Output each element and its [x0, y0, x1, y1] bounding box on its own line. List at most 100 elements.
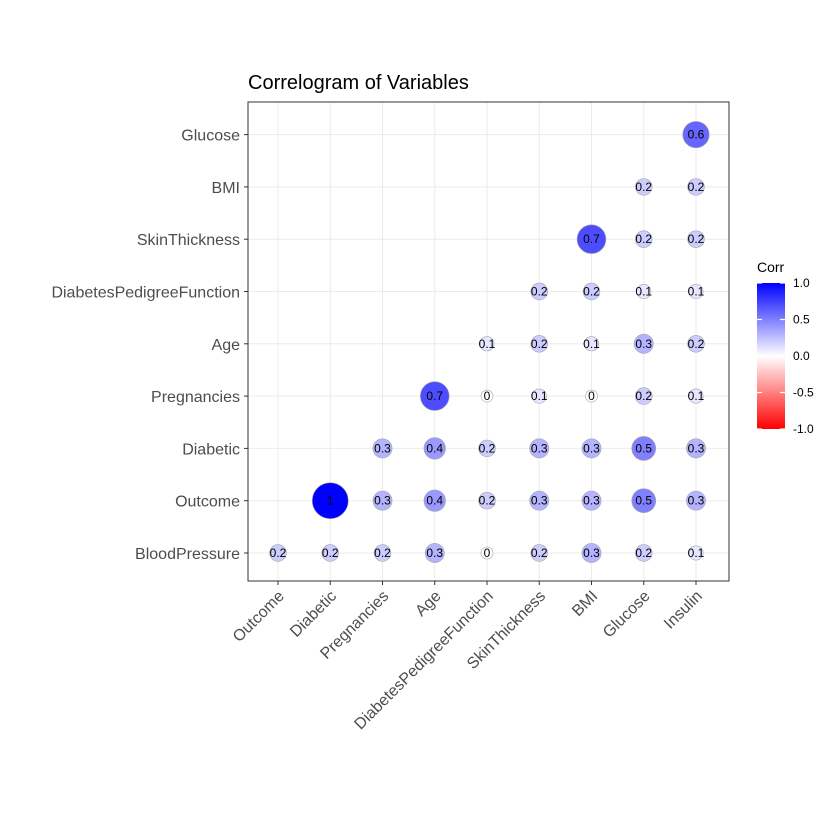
corr-circle	[687, 335, 705, 353]
y-tick-label: Outcome	[175, 494, 240, 511]
cells-layer: 0.2 0.2 0.2 0.3 0 0.2 0.3 0.2 0.1 1 0.3 0.4 0.2 0.3 0.…	[269, 121, 710, 563]
corr-circle	[321, 544, 339, 562]
color-legend: Corr 1.0 0.5 0.0 -0.5 -1.0	[757, 259, 814, 436]
corr-circle	[582, 282, 601, 301]
corr-circle	[631, 436, 657, 461]
corr-circle	[480, 546, 494, 560]
y-tick-label: DiabetesPedigreeFunction	[51, 285, 240, 302]
corr-value-label: 0.2	[635, 232, 652, 246]
corr-circle	[581, 543, 602, 563]
corr-circle	[688, 545, 704, 561]
corr-value-label: 0.2	[688, 337, 705, 351]
corr-circle	[424, 543, 445, 563]
corr-circle	[529, 438, 550, 459]
corr-circle	[531, 388, 547, 404]
corr-value-label: 0	[484, 389, 491, 403]
corr-circle	[479, 336, 495, 352]
corr-value-label: 0.5	[635, 441, 652, 455]
corr-circle	[687, 178, 705, 196]
corr-value-label: 0.2	[688, 180, 705, 194]
corr-value-label: 0.3	[635, 337, 652, 351]
corr-value-label: 0.2	[479, 494, 496, 508]
corr-value-label: 0.2	[583, 285, 600, 299]
corr-value-label: 0.7	[426, 389, 443, 403]
corr-circle	[480, 389, 494, 403]
corr-circle	[423, 489, 446, 512]
corr-circle	[530, 335, 548, 353]
legend-tick-label: -0.5	[793, 386, 814, 400]
corr-circle	[478, 439, 496, 458]
corr-value-label: 0.3	[531, 494, 548, 508]
corr-value-label: 0	[484, 546, 491, 560]
x-tick-label: Insulin	[661, 588, 706, 633]
corr-circle	[635, 178, 653, 196]
corr-value-label: 0.1	[688, 546, 705, 560]
corr-value-label: 0.2	[322, 546, 339, 560]
corr-circle	[372, 490, 393, 511]
chart-title: Correlogram of Variables	[248, 72, 469, 94]
corr-value-label: 0.1	[635, 285, 652, 299]
corr-value-label: 0.2	[479, 441, 496, 455]
corr-value-label: 0.3	[374, 494, 391, 508]
y-axis: BloodPressure Outcome Diabetic Pregnancies A…	[51, 128, 248, 563]
corr-circle	[530, 544, 548, 562]
corr-value-label: 0	[588, 389, 595, 403]
corr-value-label: 0.5	[635, 494, 652, 508]
y-tick-label: Pregnancies	[151, 389, 240, 406]
corr-circle	[633, 333, 654, 354]
legend-title: Corr	[757, 259, 785, 275]
corr-circle	[686, 438, 706, 459]
corr-circle	[311, 482, 349, 520]
corr-circle	[530, 282, 548, 301]
corr-value-label: 1	[327, 494, 334, 508]
corr-value-label: 0.2	[635, 180, 652, 194]
y-tick-label: BMI	[212, 180, 240, 197]
corr-value-label: 0.3	[688, 494, 705, 508]
corr-value-label: 0.2	[531, 285, 548, 299]
corr-circle	[686, 490, 706, 511]
y-tick-label: Glucose	[181, 128, 240, 145]
corr-value-label: 0.7	[583, 232, 600, 246]
x-tick-label: Age	[412, 588, 444, 620]
y-tick-label: SkinThickness	[137, 232, 240, 249]
corr-value-label: 0.3	[583, 546, 600, 560]
legend-tick-label: 0.0	[793, 349, 810, 363]
y-tick-label: Diabetic	[182, 441, 240, 458]
corr-value-label: 0.1	[688, 285, 705, 299]
panel-border	[247, 101, 730, 582]
corr-circle	[635, 230, 653, 248]
corr-circle	[688, 388, 704, 404]
corr-value-label: 0.1	[688, 389, 705, 403]
corr-value-label: 0.2	[531, 337, 548, 351]
corr-value-label: 0.3	[688, 441, 705, 455]
corr-value-label: 0.4	[426, 441, 443, 455]
corr-circle	[420, 381, 450, 411]
corr-circle	[583, 336, 599, 352]
corr-value-label: 0.2	[270, 546, 287, 560]
corr-circle	[581, 490, 602, 511]
legend-tick-label: 0.5	[793, 313, 810, 327]
corr-value-label: 0.2	[531, 546, 548, 560]
corr-circle	[372, 438, 393, 459]
corr-circle	[631, 488, 657, 514]
corr-value-label: 0.1	[479, 337, 496, 351]
corr-circle	[576, 224, 607, 254]
legend-tick-label: 1.0	[793, 276, 810, 290]
corr-value-label: 0.3	[583, 441, 600, 455]
corr-circle	[373, 544, 392, 562]
legend-ticks: 1.0 0.5 0.0 -0.5 -1.0	[757, 276, 814, 436]
corr-circle	[688, 283, 704, 299]
corr-circle	[581, 438, 602, 459]
x-tick-label: Diabetic	[287, 588, 340, 641]
corr-value-label: 0.2	[635, 389, 652, 403]
corr-value-label: 0.2	[374, 546, 391, 560]
y-tick-label: Age	[212, 337, 241, 354]
x-tick-label: BMI	[569, 588, 601, 620]
corr-circle	[635, 544, 653, 562]
corr-value-label: 0.3	[374, 441, 391, 455]
corr-value-label: 0.6	[688, 128, 705, 142]
x-tick-label: Glucose	[600, 588, 654, 642]
corr-circle	[635, 387, 653, 405]
